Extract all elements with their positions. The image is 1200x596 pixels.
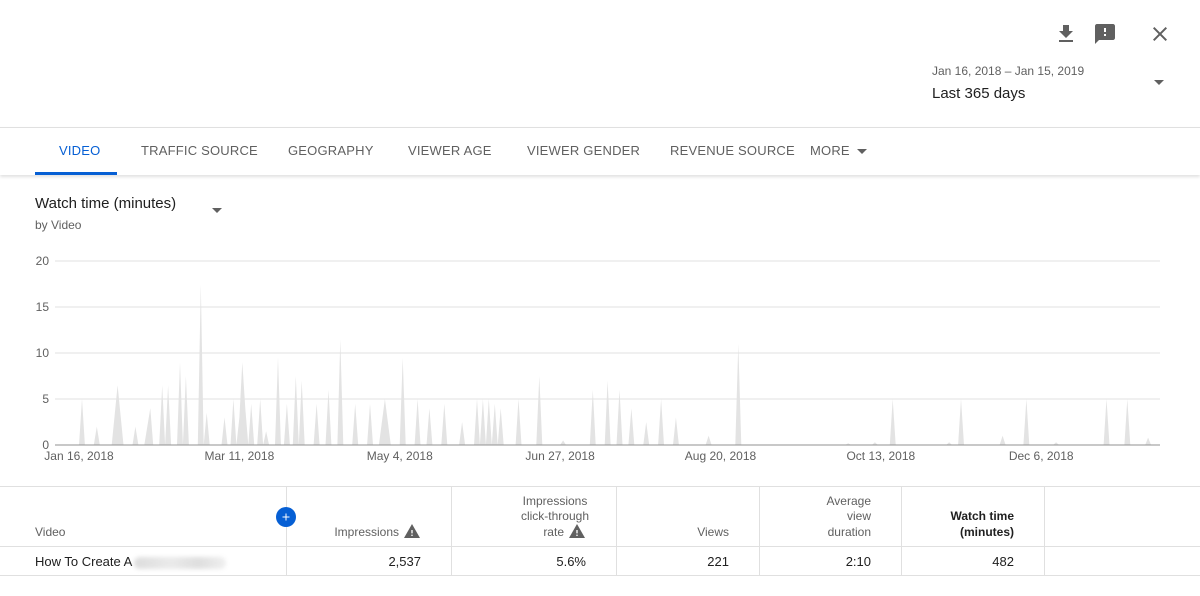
column-header-video[interactable]: Video bbox=[0, 487, 296, 546]
y-tick-label: 5 bbox=[42, 392, 49, 406]
x-tick-label: Jan 16, 2018 bbox=[44, 449, 114, 463]
metric-selector[interactable]: Watch time (minutes) by Video bbox=[35, 195, 176, 232]
x-tick-label: Aug 20, 2018 bbox=[685, 449, 757, 463]
date-range-picker[interactable]: Jan 16, 2018 – Jan 15, 2019 Last 365 day… bbox=[932, 64, 1172, 102]
ctr-header-line-3: rate bbox=[543, 524, 564, 539]
watch-time-header-line-1: Watch time bbox=[950, 509, 1014, 523]
column-header-impressions[interactable]: Impressions bbox=[287, 487, 452, 546]
cell-ctr: 5.6% bbox=[452, 547, 617, 576]
x-tick-label: Oct 13, 2018 bbox=[846, 449, 915, 463]
date-period-label: Last 365 days bbox=[932, 85, 1026, 102]
y-tick-label: 15 bbox=[36, 300, 50, 314]
x-tick-label: Jun 27, 2018 bbox=[525, 449, 595, 463]
cell-average-view-duration: 2:10 bbox=[760, 547, 902, 576]
redacted-title-blur bbox=[134, 556, 227, 569]
y-tick-label: 20 bbox=[36, 254, 50, 268]
chevron-down-icon bbox=[856, 149, 867, 155]
cell-views: 221 bbox=[617, 547, 760, 576]
metric-dropdown-chevron-icon[interactable] bbox=[212, 208, 222, 213]
warning-icon[interactable] bbox=[569, 524, 585, 538]
feedback-icon[interactable] bbox=[1093, 22, 1117, 46]
metric-name: Watch time (minutes) bbox=[35, 195, 177, 212]
x-tick-label: Dec 6, 2018 bbox=[1009, 449, 1074, 463]
tab-more-label: MORE bbox=[810, 143, 850, 158]
tab-viewer-gender[interactable]: VIEWER GENDER bbox=[527, 143, 641, 158]
add-metric-button[interactable] bbox=[276, 507, 296, 527]
avd-header-line-1: Average bbox=[826, 493, 871, 508]
chevron-down-icon bbox=[1154, 80, 1164, 85]
metric-breakdown: by Video bbox=[35, 218, 82, 232]
ctr-header-line-2: click-through bbox=[520, 509, 589, 523]
tab-traffic-source[interactable]: TRAFFIC SOURCE bbox=[141, 143, 258, 158]
tab-more[interactable]: MORE bbox=[810, 128, 867, 175]
avd-header-line-2: view bbox=[846, 509, 871, 523]
series-area bbox=[79, 284, 1160, 445]
download-icon[interactable] bbox=[1054, 22, 1078, 46]
avd-header-line-3: duration bbox=[827, 524, 871, 539]
active-tab-indicator bbox=[35, 172, 117, 175]
x-tick-label: May 4, 2018 bbox=[367, 449, 433, 463]
dimension-tabs: VIDEO TRAFFIC SOURCE GEOGRAPHY VIEWER AG… bbox=[0, 127, 1200, 175]
table-row[interactable]: How To Create A 2,537 5.6% 221 2:10 482 bbox=[0, 546, 1200, 576]
column-header-ctr[interactable]: Impressions click-through rate bbox=[452, 487, 617, 546]
watch-time-chart: 0 5 10 15 20 Jan 16, 2018 Mar 11, 2018 May 4, 2… bbox=[36, 254, 1160, 463]
cell-watch-time: 482 bbox=[902, 547, 1045, 576]
cell-video-title[interactable]: How To Create A bbox=[0, 547, 287, 576]
tab-revenue-source[interactable]: REVENUE SOURCE bbox=[670, 143, 795, 158]
header: Jan 16, 2018 – Jan 15, 2019 Last 365 day… bbox=[0, 0, 1200, 127]
close-icon[interactable] bbox=[1148, 22, 1172, 46]
tab-viewer-age[interactable]: VIEWER AGE bbox=[408, 143, 492, 158]
column-header-average-view-duration[interactable]: Average view duration bbox=[760, 487, 902, 546]
ctr-header-line-1: Impressions bbox=[522, 493, 588, 508]
x-tick-label: Mar 11, 2018 bbox=[204, 449, 274, 463]
column-header-views[interactable]: Views bbox=[617, 487, 760, 546]
watch-time-header-line-2: (minutes) bbox=[960, 524, 1014, 539]
column-header-watch-time[interactable]: Watch time (minutes) bbox=[902, 487, 1045, 546]
report-table: Video Impressions Impressions click-thro… bbox=[0, 486, 1200, 576]
plus-icon bbox=[282, 513, 290, 521]
date-range-text: Jan 16, 2018 – Jan 15, 2019 bbox=[932, 64, 1085, 78]
cell-impressions: 2,537 bbox=[287, 547, 452, 576]
warning-icon[interactable] bbox=[404, 524, 420, 538]
tab-video[interactable]: VIDEO bbox=[59, 143, 101, 158]
tab-geography[interactable]: GEOGRAPHY bbox=[288, 143, 374, 158]
y-tick-label: 0 bbox=[42, 438, 49, 452]
y-tick-label: 10 bbox=[36, 346, 50, 360]
